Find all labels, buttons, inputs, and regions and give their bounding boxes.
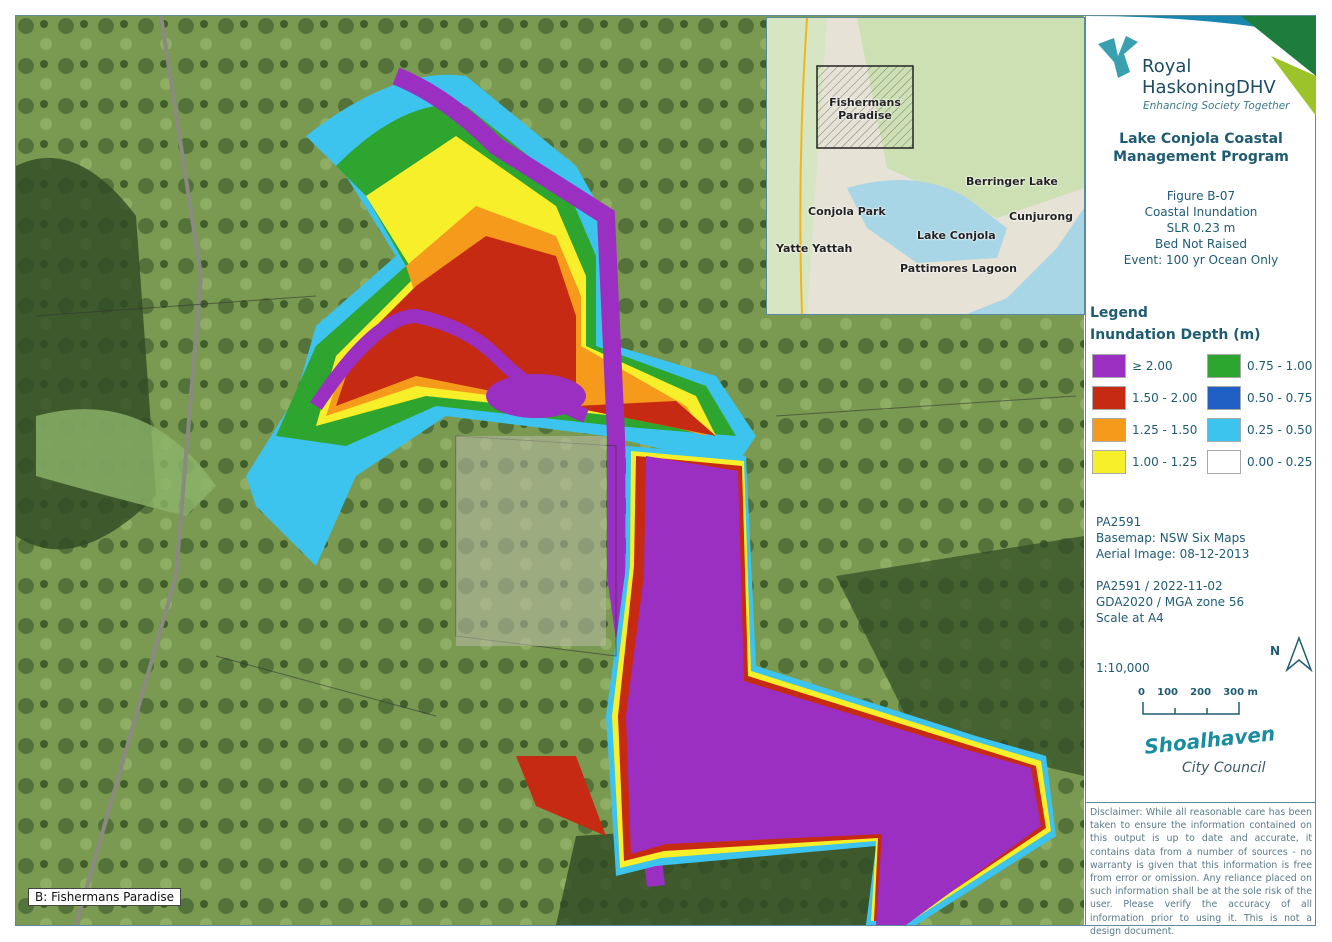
title-line: Lake Conjola Coastal (1119, 131, 1283, 147)
scalebar-labels: 0 100 200 300 m (1138, 686, 1258, 699)
north-label: N (1270, 644, 1281, 658)
flood-north (246, 67, 756, 888)
map-frame (15, 15, 1316, 926)
legend-label: 1.50 - 2.00 (1132, 391, 1198, 405)
legend-subtitle: Inundation Depth (m) (1090, 327, 1261, 343)
flood-lake (516, 446, 1056, 925)
legend-label: ≥ 2.00 (1132, 359, 1173, 373)
road (74, 16, 204, 925)
inset-label-berringer-lake: Berringer Lake (966, 175, 1058, 188)
legend-swatch (1092, 418, 1126, 442)
legend-item: 0.25 - 0.50 (1207, 418, 1312, 442)
aerial-map[interactable] (16, 16, 1084, 925)
north-arrow-icon (1285, 636, 1313, 672)
legend-swatch (1207, 386, 1241, 410)
rhdhv-logo-icon (1098, 36, 1138, 78)
council-logo-script: Shoalhaven (1143, 721, 1277, 759)
scalebar-tick: 200 (1190, 687, 1212, 698)
legend-label: 0.50 - 0.75 (1247, 391, 1313, 405)
legend-swatch (1092, 354, 1126, 378)
locality-inset-map[interactable]: Fishermans Paradise Berringer Lake Conjo… (766, 17, 1085, 315)
figure-info: Figure B-07 Coastal Inundation SLR 0.23 … (1086, 188, 1316, 268)
scalebar-tick: 0 (1138, 687, 1145, 698)
disclaimer: Disclaimer: While all reasonable care ha… (1086, 802, 1316, 941)
legend-heading: Legend Inundation Depth (m) (1090, 302, 1261, 346)
logo-line1: Royal (1142, 56, 1192, 77)
legend-label: 1.25 - 1.50 (1132, 423, 1198, 437)
legend-swatch (1207, 418, 1241, 442)
legend-item: 1.00 - 1.25 (1092, 450, 1197, 474)
inset-label-pattimores-lagoon: Pattimores Lagoon (900, 262, 1018, 275)
figure-slr: SLR 0.23 m (1166, 221, 1236, 235)
scalebar-tick: 300 m (1223, 687, 1258, 698)
legend-item: 0.75 - 1.00 (1207, 354, 1312, 378)
figure-event: Event: 100 yr Ocean Only (1123, 253, 1279, 267)
inset-basemap (767, 18, 1084, 314)
figure-bed: Bed Not Raised (1155, 237, 1247, 251)
meta-line: PA2591 (1096, 515, 1142, 529)
meta-line: Aerial Image: 08-12-2013 (1096, 547, 1250, 561)
scalebar (1142, 702, 1240, 715)
legend-item: ≥ 2.00 (1092, 354, 1173, 378)
inset-label-yatte-yattah: Yatte Yattah (776, 242, 853, 255)
council-logo-text: City Council (1182, 760, 1266, 776)
legend-item: 1.50 - 2.00 (1092, 386, 1197, 410)
inset-label-fishermans-paradise: Fishermans Paradise (829, 96, 901, 122)
legend-swatch (1092, 450, 1126, 474)
inset-label-cunjurong: Cunjurong (1009, 210, 1074, 223)
legend-swatch (1092, 386, 1126, 410)
township (456, 436, 606, 646)
legend-label: 0.75 - 1.00 (1247, 359, 1313, 373)
inundation-layer (16, 16, 1084, 925)
scale-ratio: 1:10,000 (1096, 661, 1150, 675)
legend-swatch (1207, 450, 1241, 474)
legend-label: 0.00 - 0.25 (1247, 455, 1313, 469)
meta-line: PA2591 / 2022-11-02 (1096, 579, 1223, 593)
figure-number: Figure B-07 (1166, 189, 1236, 203)
map-metadata: PA2591 Basemap: NSW Six Maps Aerial Imag… (1096, 514, 1249, 626)
map-label: B: Fishermans Paradise (28, 888, 182, 906)
legend-title: Legend (1090, 305, 1148, 321)
title-line: Management Program (1113, 149, 1289, 165)
meta-line: Basemap: NSW Six Maps (1096, 531, 1246, 545)
study-area-box (816, 65, 914, 149)
meta-line: Scale at A4 (1096, 611, 1164, 625)
legend-panel: Royal HaskoningDHV Enhancing Society Tog… (1085, 16, 1316, 937)
legend-item: 1.25 - 1.50 (1092, 418, 1197, 442)
inset-label-conjola-park: Conjola Park (808, 205, 886, 218)
map-title: Lake Conjola Coastal Management Program (1086, 130, 1316, 166)
logo-tagline: Enhancing Society Together (1143, 100, 1290, 112)
legend-item: 0.50 - 0.75 (1207, 386, 1312, 410)
meta-line: GDA2020 / MGA zone 56 (1096, 595, 1245, 609)
legend-item: 0.00 - 0.25 (1207, 450, 1312, 474)
inset-label-lake-conjola: Lake Conjola (917, 229, 996, 242)
legend-label: 1.00 - 1.25 (1132, 455, 1198, 469)
logo-line2: HaskoningDHV (1142, 77, 1276, 98)
figure-subject: Coastal Inundation (1144, 205, 1258, 219)
scalebar-tick: 100 (1157, 687, 1178, 698)
brand-corner-graphic (1086, 16, 1316, 116)
legend-swatch (1207, 354, 1241, 378)
legend-label: 0.25 - 0.50 (1247, 423, 1313, 437)
